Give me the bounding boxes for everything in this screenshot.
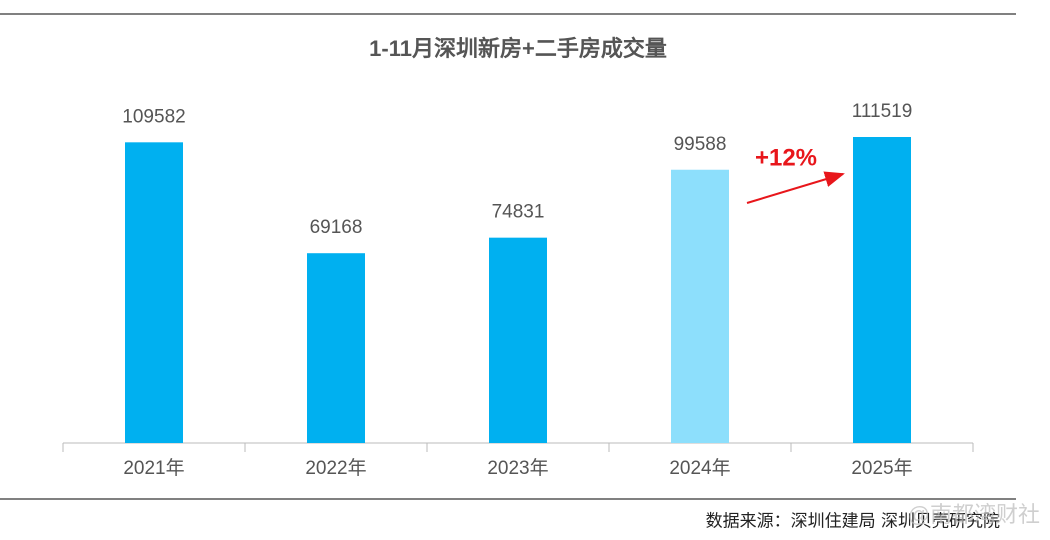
bar: [125, 142, 183, 443]
watermark: @南都湾财社: [908, 502, 1040, 527]
x-tick-label: 2023年: [487, 457, 548, 479]
x-tick-label: 2021年: [123, 457, 184, 479]
value-label: 69168: [310, 217, 363, 238]
x-tick-label: 2024年: [669, 457, 730, 479]
bar: [307, 253, 365, 443]
x-tick-label: 2022年: [305, 457, 366, 479]
annotation-arrow: [746, 171, 845, 204]
value-label: 111519: [852, 101, 913, 122]
x-tick-label: 2025年: [851, 457, 912, 479]
chart-title: 1-11月深圳新房+二手房成交量: [369, 36, 667, 61]
value-label: 109582: [122, 106, 185, 127]
bar: [671, 169, 729, 443]
annotation: +12%: [755, 144, 817, 171]
value-label: 99588: [674, 134, 727, 155]
value-label: 74831: [492, 202, 545, 223]
source-note: 数据来源：深圳住建局 深圳贝壳研究院: [706, 512, 1000, 532]
bar: [853, 137, 911, 443]
bar: [489, 237, 547, 443]
